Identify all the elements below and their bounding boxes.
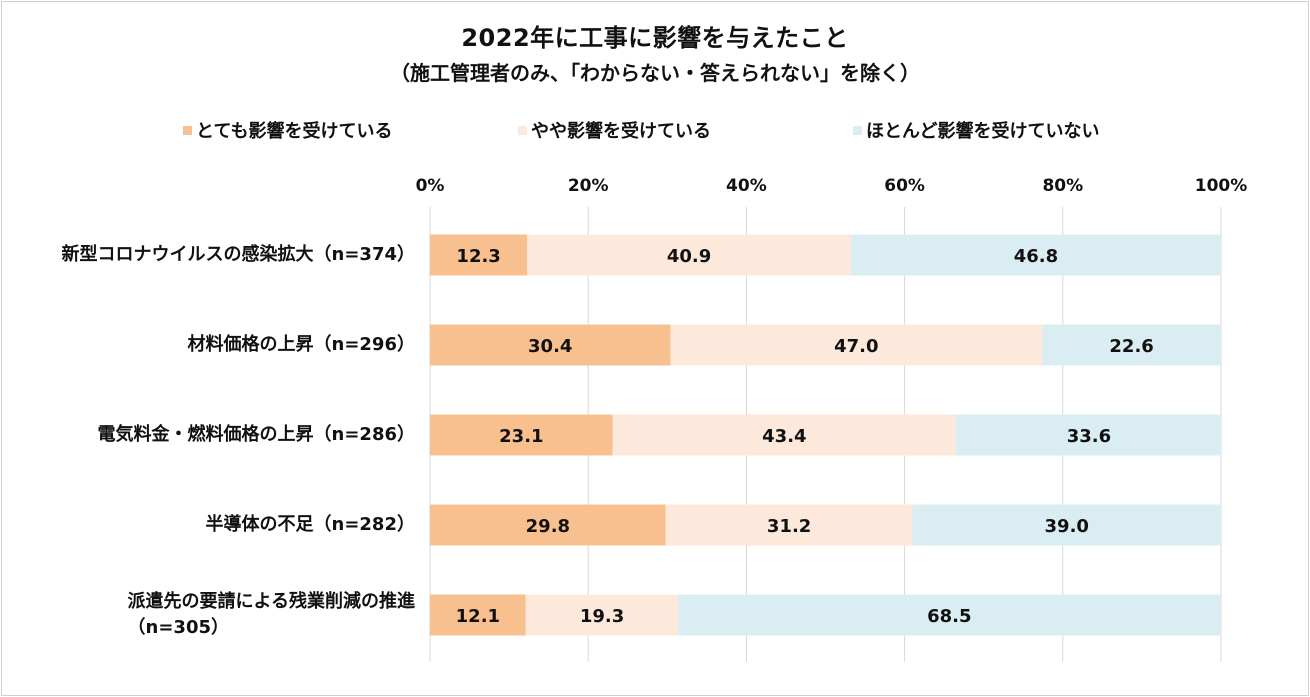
category-label-line: 派遣先の要請による残業削減の推進: [127, 591, 415, 612]
category-label-line: 半導体の不足（n=282）: [205, 514, 415, 535]
chart-legend: とても影響を受けている やや影響を受けている ほとんど影響を受けていない: [0, 117, 1310, 145]
x-tick-label: 40%: [726, 176, 767, 196]
bar-segment: [430, 234, 528, 276]
legend-label-hardly: ほとんど影響を受けていない: [866, 121, 1100, 142]
category-label: 電気料金・燃料価格の上昇（n=286）: [98, 422, 415, 448]
legend-item-hardly: ほとんど影響を受けていない: [853, 117, 1099, 143]
x-tick-label: 80%: [1042, 176, 1084, 196]
bar-segment: [956, 414, 1222, 456]
bar-value-label: 12.1: [456, 606, 500, 627]
bar-segment: [430, 414, 613, 456]
bar-segment: [527, 234, 851, 276]
category-label-line: （n=305）: [127, 617, 230, 638]
legend-item-very: とても影響を受けている: [183, 117, 393, 143]
legend-swatch-somewhat: [518, 125, 527, 135]
legend-swatch-very: [183, 125, 192, 135]
bar-segment: [912, 504, 1221, 546]
category-label-line: 電気料金・燃料価格の上昇（n=286）: [97, 424, 415, 445]
bar-value-label: 43.4: [762, 426, 806, 447]
legend-label-somewhat: やや影響を受けている: [531, 121, 711, 142]
bar-value-label: 46.8: [1014, 246, 1058, 267]
legend-label-very: とても影響を受けている: [196, 121, 393, 142]
bar-value-label: 22.6: [1109, 336, 1153, 357]
bar-segment: [850, 234, 1221, 276]
bar-segment: [430, 324, 671, 366]
bar-segment: [1042, 324, 1221, 366]
bar-value-label: 68.5: [927, 606, 971, 627]
category-label: 派遣先の要請による残業削減の推進 （n=305）: [128, 589, 415, 641]
bar-segment: [678, 594, 1221, 636]
bar-value-label: 47.0: [834, 336, 878, 357]
bar-value-label: 33.6: [1067, 426, 1111, 447]
bar-segment: [670, 324, 1043, 366]
chart-subtitle: （施工管理者のみ、「わからない・答えられない」を除く）: [390, 61, 920, 85]
bar-value-label: 39.0: [1045, 516, 1089, 537]
chart-title: 2022年に工事に影響を与えたこと: [461, 24, 849, 52]
x-tick-label: 100%: [1194, 176, 1248, 196]
legend-swatch-hardly: [853, 125, 862, 135]
bar-value-label: 31.2: [767, 516, 811, 537]
x-tick-label: 60%: [884, 176, 925, 196]
category-label: 材料価格の上昇（n=296）: [188, 332, 415, 358]
bar-segment: [612, 414, 957, 456]
bar-segment: [665, 504, 913, 546]
bar-value-label: 12.3: [456, 246, 500, 267]
bar-value-label: 30.4: [528, 336, 572, 357]
category-label: 半導体の不足（n=282）: [206, 512, 415, 538]
x-tick-label: 0%: [415, 176, 445, 196]
x-tick-label: 20%: [567, 176, 609, 196]
legend-item-somewhat: やや影響を受けている: [518, 117, 711, 143]
category-label: 新型コロナウイルスの感染拡大（n=374）: [62, 242, 415, 268]
bar-segment: [430, 594, 526, 636]
bar-segment: [525, 594, 679, 636]
bar-value-label: 19.3: [580, 606, 624, 627]
bar-segment: [430, 504, 666, 546]
bar-value-label: 23.1: [499, 426, 543, 447]
category-label-line: 新型コロナウイルスの感染拡大（n=374）: [61, 244, 415, 265]
category-label-line: 材料価格の上昇（n=296）: [187, 334, 415, 355]
bar-value-label: 29.8: [526, 516, 570, 537]
bar-value-label: 40.9: [667, 246, 711, 267]
